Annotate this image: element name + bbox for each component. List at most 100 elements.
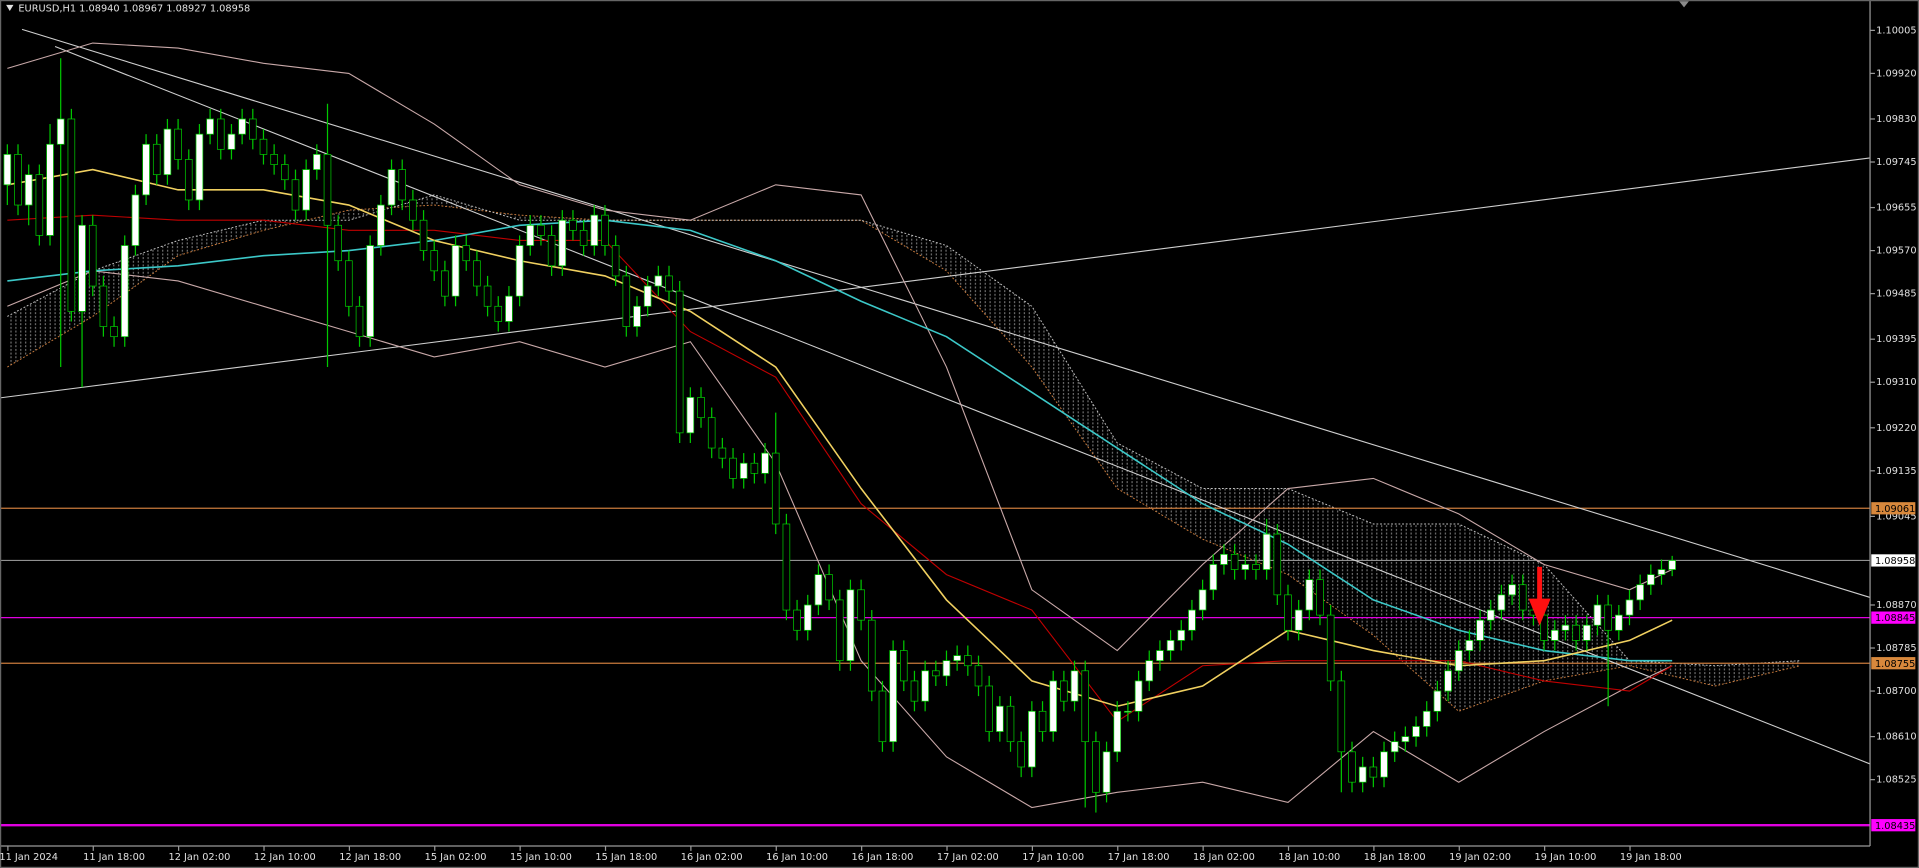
- candle-body: [270, 154, 278, 165]
- x-tick-label: 12 Jan 02:00: [168, 852, 230, 863]
- candle-body: [1113, 710, 1122, 753]
- candle-body: [1028, 710, 1036, 768]
- candle-body: [782, 523, 791, 611]
- candle-body: [1006, 705, 1015, 743]
- candle-body: [1433, 690, 1442, 712]
- y-tick-label: 1.09135: [1876, 466, 1916, 477]
- candle-body: [302, 169, 310, 211]
- candle-body: [537, 224, 545, 236]
- candle-body: [867, 619, 876, 692]
- candle-body: [56, 118, 65, 145]
- candle-body: [473, 260, 481, 287]
- x-tick-label: 16 Jan 10:00: [766, 852, 828, 863]
- candle-body: [1060, 680, 1068, 702]
- candle-body: [601, 214, 609, 246]
- x-tick-label: 19 Jan 18:00: [1620, 852, 1682, 863]
- candle-body: [1017, 741, 1025, 768]
- x-tick-label: 15 Jan 18:00: [595, 852, 657, 863]
- y-tick-label: 1.08525: [1876, 775, 1916, 786]
- candle-body: [430, 250, 439, 272]
- candle-body: [1070, 670, 1079, 702]
- candle-body: [46, 143, 54, 236]
- candle-body: [195, 133, 204, 201]
- candle-body: [932, 670, 940, 677]
- candle-body: [1092, 741, 1100, 793]
- candle-body: [1273, 533, 1282, 596]
- x-tick-label: 17 Jan 10:00: [1022, 852, 1084, 863]
- x-tick-label: 18 Jan 18:00: [1364, 852, 1426, 863]
- candle-body: [814, 574, 823, 606]
- candle-body: [697, 397, 705, 419]
- candle-body: [1337, 680, 1346, 753]
- candle-body: [1252, 564, 1260, 570]
- price-level-label: 1.08435: [1875, 821, 1915, 832]
- price-level-label: 1.08958: [1875, 556, 1915, 567]
- candle-body: [3, 154, 12, 186]
- y-tick-label: 1.09395: [1876, 334, 1916, 345]
- candle-body: [345, 260, 353, 307]
- candle-body: [88, 224, 97, 287]
- candle-body: [1583, 624, 1591, 641]
- candle-body: [633, 305, 641, 327]
- candle-body: [1412, 726, 1420, 737]
- candle-body: [1188, 609, 1196, 631]
- candle-body: [334, 224, 342, 262]
- cloud-fill: [7, 194, 1801, 712]
- candle-body: [1390, 741, 1399, 753]
- candle-body: [1305, 579, 1314, 611]
- candle-body: [878, 690, 887, 743]
- candle-body: [1038, 710, 1047, 732]
- candle-body: [686, 397, 695, 434]
- x-tick-label: 15 Jan 10:00: [510, 852, 572, 863]
- candle-body: [259, 138, 268, 155]
- candle-body: [1294, 609, 1303, 631]
- candle-body: [120, 245, 129, 338]
- candle-body: [291, 179, 300, 211]
- candle-body: [216, 118, 225, 150]
- candle-body: [1049, 680, 1057, 732]
- candle-body: [547, 235, 556, 267]
- candle-body: [227, 133, 236, 150]
- candle-body: [505, 295, 513, 322]
- candle-body: [1422, 710, 1431, 727]
- candle-body: [451, 245, 460, 297]
- cloud-layer: [7, 194, 1801, 712]
- candle-body: [953, 655, 961, 662]
- candle-body: [323, 154, 332, 226]
- candle-body: [1647, 574, 1655, 586]
- candle-body: [622, 275, 631, 327]
- candle-body: [184, 159, 193, 201]
- trend-line: [0, 157, 1871, 399]
- candle-body: [569, 219, 577, 231]
- candle-body: [1625, 599, 1634, 616]
- y-tick-label: 1.09485: [1876, 289, 1916, 300]
- candle-body: [1572, 624, 1580, 641]
- candle-body: [654, 275, 663, 287]
- price-level-label: 1.08755: [1875, 659, 1915, 670]
- candle-body: [1636, 584, 1644, 601]
- price-level-tag: [1871, 819, 1916, 832]
- candle-body: [1593, 604, 1602, 626]
- candle-body: [35, 174, 44, 236]
- candle-body: [1486, 609, 1495, 621]
- x-tick-label: 15 Jan 02:00: [425, 852, 487, 863]
- x-tick-label: 18 Jan 10:00: [1278, 852, 1340, 863]
- candle-body: [110, 326, 118, 338]
- candle-body: [1262, 533, 1271, 570]
- axis-layer: 1.10005 1.09920 1.09830 1.09745 1.09655 1.095…: [0, 25, 1917, 863]
- candle-body: [1476, 619, 1484, 641]
- candle-body: [964, 655, 972, 667]
- candle-body: [974, 665, 983, 687]
- candle-body: [889, 650, 897, 743]
- arrow-shaft: [1537, 566, 1543, 604]
- candle-body: [494, 305, 503, 322]
- candle-body: [1348, 751, 1356, 783]
- candle-body: [377, 204, 385, 246]
- candle-body: [206, 118, 214, 135]
- y-tick-label: 1.09745: [1876, 157, 1916, 168]
- signal-arrow: [1528, 566, 1551, 626]
- candle-body: [1241, 564, 1250, 570]
- candle-body: [483, 285, 492, 307]
- candle-body: [910, 680, 919, 702]
